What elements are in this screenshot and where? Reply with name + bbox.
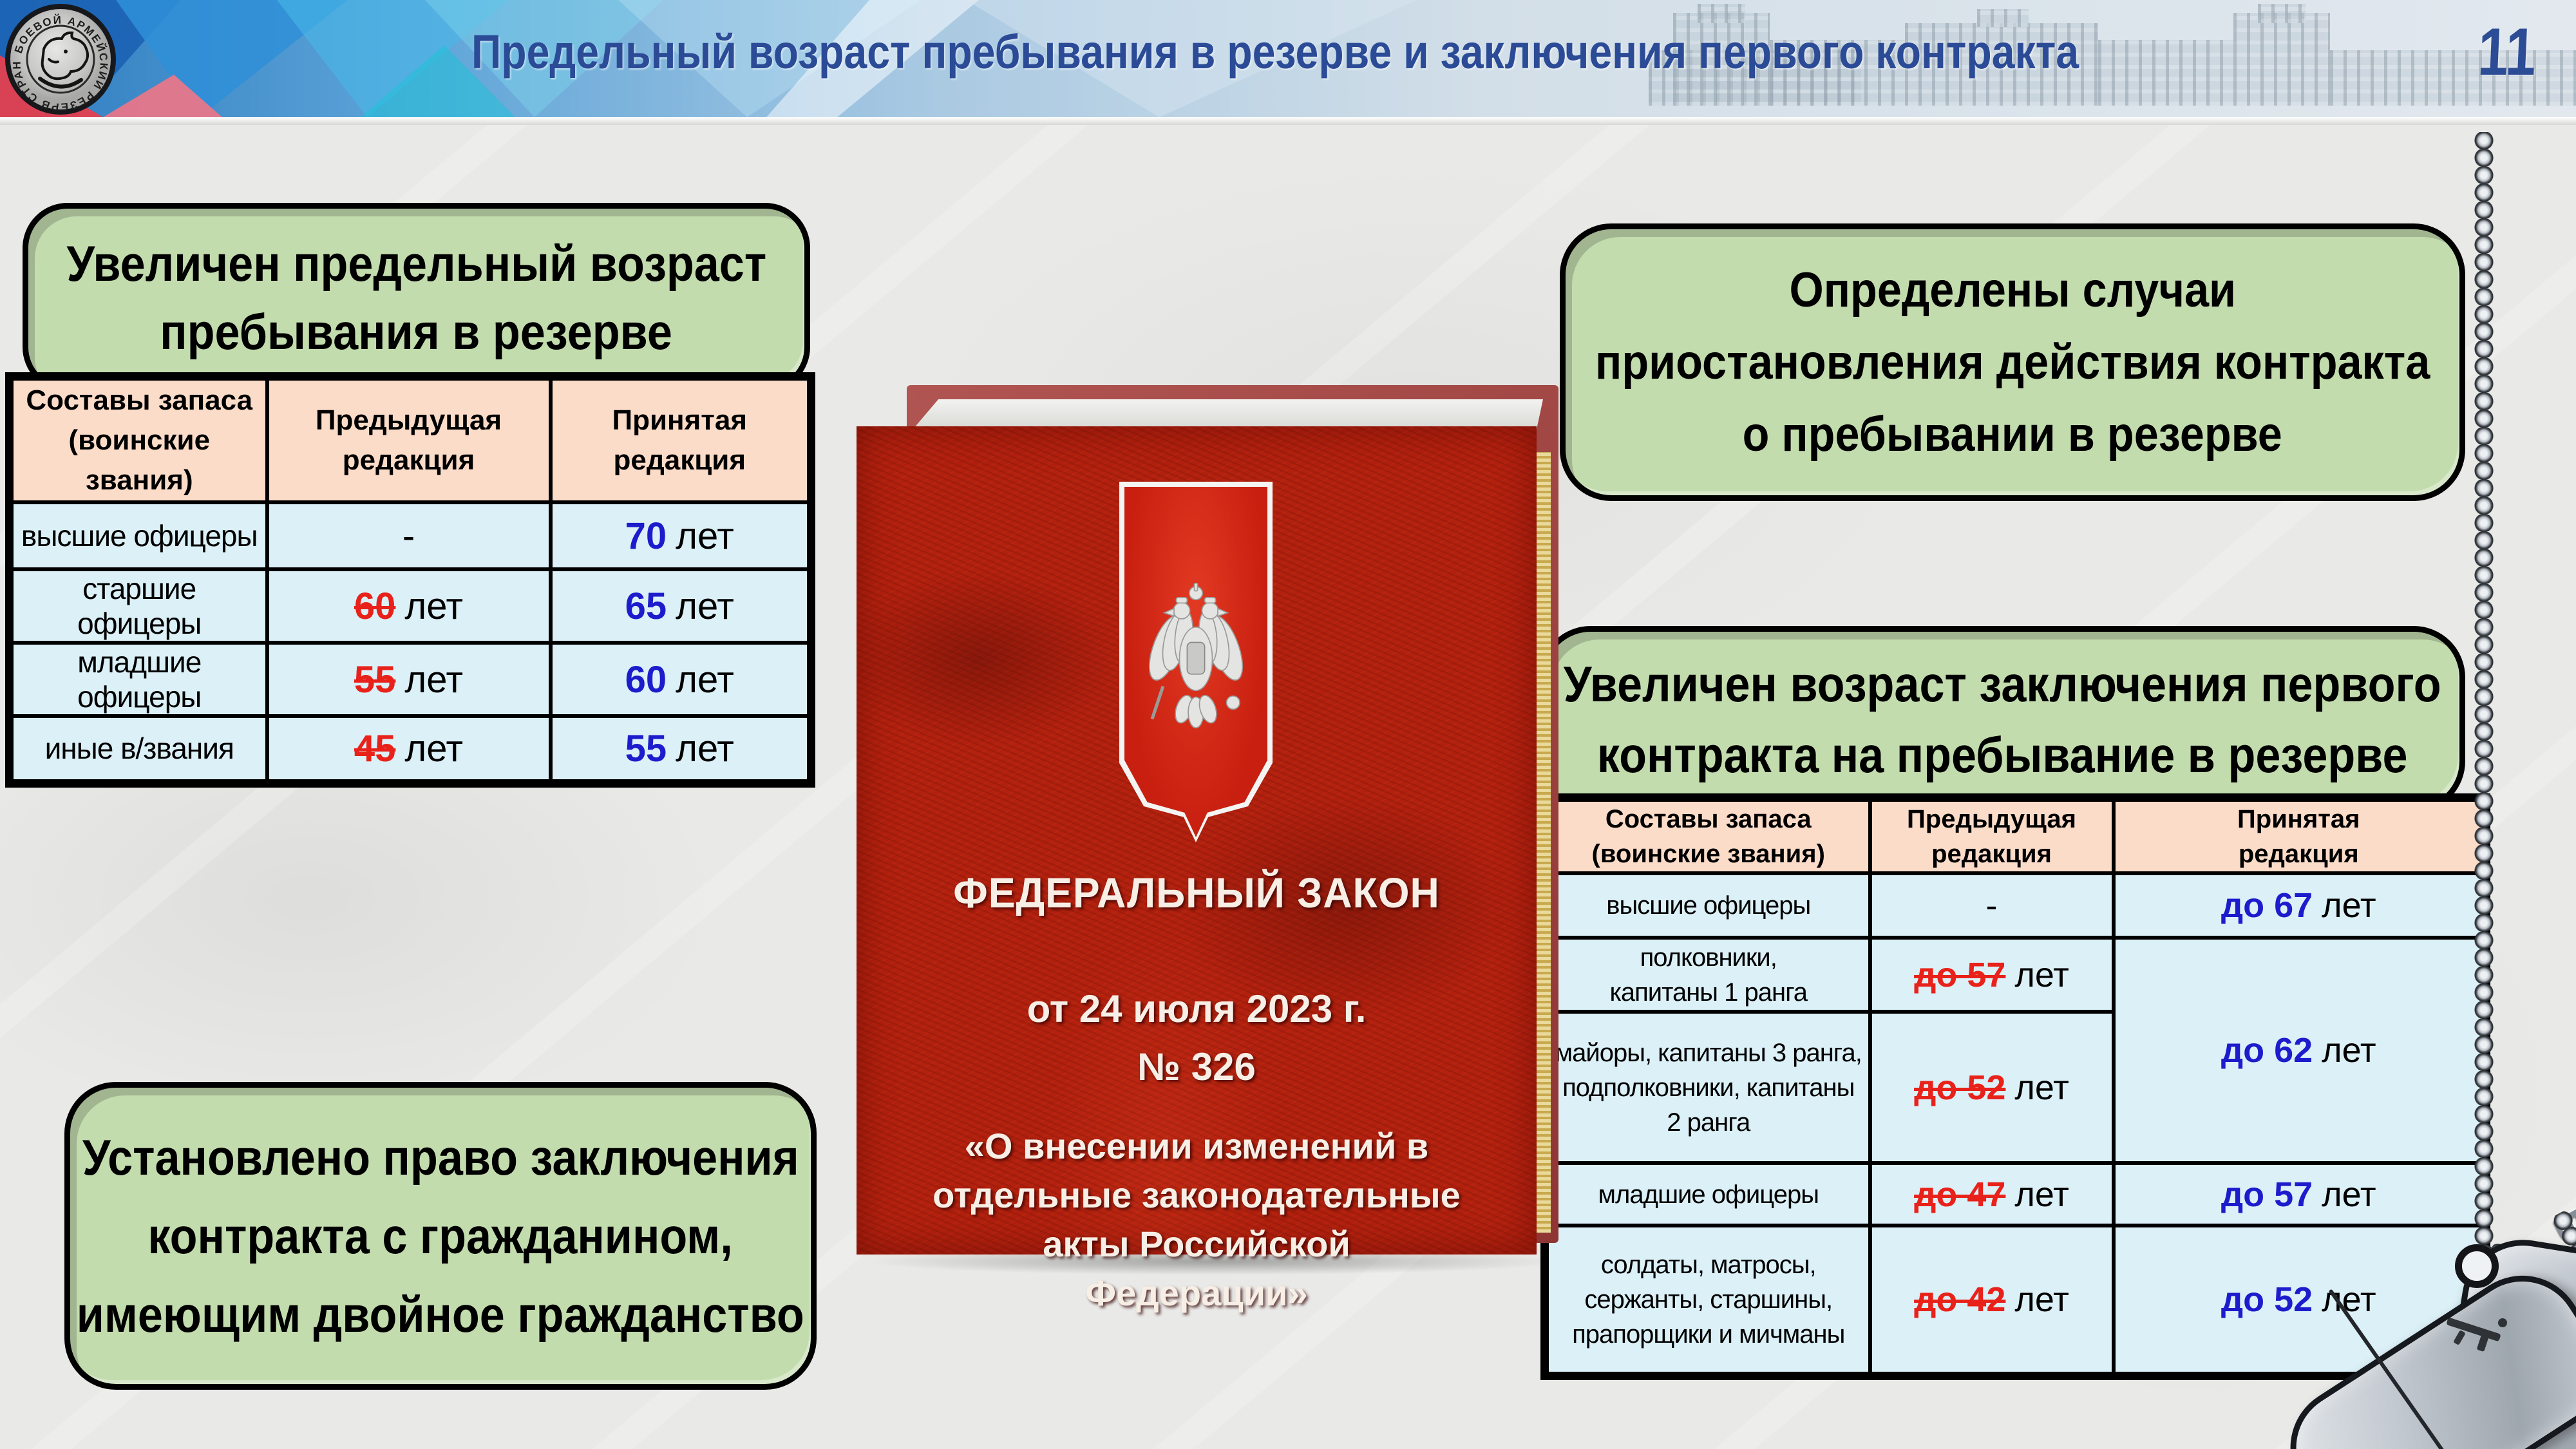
old-value-cell: 55 лет	[265, 641, 553, 718]
slide-title: Предельный возраст пребывания в резерве …	[471, 25, 2079, 79]
coat-of-arms-field	[1124, 487, 1267, 837]
callout-line: имеющим двойное гражданство	[76, 1286, 805, 1343]
header-band: Предельный возраст пребывания в резерве …	[0, 0, 2576, 117]
column-header: Составы запаса (воинские звания)	[1542, 795, 1872, 875]
table-header-row: Составы запаса (воинские звания) Предыду…	[7, 374, 813, 504]
callout-line: о пребывании в резерве	[1742, 406, 2283, 462]
old-value-cell: до 52 лет	[1868, 1010, 2116, 1165]
callout-line: пребывания в резерве	[160, 303, 673, 360]
callout-line: Определены случаи	[1789, 262, 2236, 317]
callout-line: приостановления действия контракта	[1595, 334, 2430, 390]
book-title: ФЕДЕРАЛЬНЫЙ ЗАКОН	[953, 869, 1440, 916]
book-date-line: от 24 июля 2023 г.	[1027, 987, 1367, 1030]
callout-first-contract-age-increase: Увеличен возраст заключения первого конт…	[1539, 626, 2465, 813]
old-value-cell: до 42 лет	[1868, 1224, 2116, 1378]
book-pages-edge-top	[913, 399, 1543, 429]
old-value-cell: до 57 лет	[1868, 936, 2116, 1014]
first-contract-age-table: Составы запаса (воинские звания) Предыду…	[1540, 793, 2490, 1380]
rank-cell: майоры, капитаны 3 ранга, подполковники,…	[1542, 1010, 1872, 1165]
column-header: Предыдущая редакция	[1868, 795, 2116, 875]
rank-cell: солдаты, матросы, сержанты, старшины, пр…	[1542, 1224, 1872, 1378]
double-headed-eagle-icon	[1148, 582, 1244, 728]
callout-reserve-age-increase: Увеличен предельный возраст пребывания в…	[23, 203, 810, 392]
new-value-cell: 70 лет	[548, 500, 813, 571]
new-value-cell: до 52 лет	[2111, 1224, 2488, 1378]
table-row: полковники, капитаны 1 ранга до 57 лет до…	[1542, 936, 2488, 1165]
rank-cell: полковники, капитаны 1 ранга	[1542, 936, 1872, 1014]
table-row: высшие офицеры - до 67 лет	[1542, 871, 2488, 940]
rank-cell: высшие офицеры	[1542, 871, 1872, 940]
column-header: Принятая редакция	[2111, 795, 2488, 875]
chain-ring-hole	[2455, 1244, 2499, 1288]
book-pages-edge-right	[1537, 452, 1551, 1233]
new-value-cell: до 57 лет	[2111, 1161, 2488, 1227]
book-number-line: № 326	[1137, 1045, 1256, 1088]
reserve-age-table: Составы запаса (воинские звания) Предыду…	[5, 372, 815, 788]
rank-cell: старшие офицеры	[7, 567, 269, 645]
callout-line: Установлено право заключения	[82, 1129, 799, 1186]
callout-dual-citizenship-right: Установлено право заключения контракта с…	[64, 1082, 817, 1390]
rank-cell: высшие офицеры	[7, 500, 269, 571]
ball-chain	[2474, 132, 2494, 1262]
leopard-head-icon	[38, 31, 90, 89]
rank-cell: младшие офицеры	[1542, 1161, 1872, 1227]
new-value-cell: 65 лет	[548, 567, 813, 645]
book-subtitle: «О внесении изменений в отдельные законо…	[933, 1126, 1461, 1313]
ministry-building-illustration	[1636, 0, 2576, 117]
callout-contract-suspension-cases: Определены случаи приостановления действ…	[1560, 223, 2465, 501]
old-value-cell: -	[1868, 871, 2116, 940]
table-row: иные в/звания 45 лет 55 лет	[7, 714, 813, 785]
old-value-cell: 45 лет	[265, 714, 553, 785]
table-row: младшие офицеры до 47 лет до 57 лет	[1542, 1161, 2488, 1227]
old-value-cell: 60 лет	[265, 567, 553, 645]
column-header: Составы запаса (воинские звания)	[7, 374, 269, 504]
page-number: 11	[2476, 15, 2538, 90]
callout-line: Увеличен предельный возраст	[66, 235, 766, 292]
coat-of-arms-shield	[1119, 482, 1273, 842]
table-row: младшие офицеры 55 лет 60 лет	[7, 641, 813, 718]
rifle-silhouette-icon	[2447, 1318, 2507, 1352]
table-row: старшие офицеры 60 лет 65 лет	[7, 567, 813, 645]
old-value-cell: -	[265, 500, 553, 571]
new-value-cell-merged: до 62 лет	[2111, 936, 2488, 1165]
column-header: Принятая редакция	[548, 374, 813, 504]
old-value-cell: до 47 лет	[1868, 1161, 2116, 1227]
new-value-cell: 60 лет	[548, 641, 813, 718]
table-row: высшие офицеры - 70 лет	[7, 500, 813, 571]
bars-emblem: БОЕВОЙ АРМЕЙСКИЙ РЕЗЕРВ СТРАНЫ	[4, 3, 116, 115]
table-row: солдаты, матросы, сержанты, старшины, пр…	[1542, 1224, 2488, 1378]
callout-line: контракта на пребывание в резерве	[1596, 726, 2408, 783]
table-row: майоры, капитаны 3 ранга, подполковники,…	[1542, 1010, 2486, 1165]
table-header-row: Составы запаса (воинские звания) Предыду…	[1542, 795, 2488, 875]
rank-cell: младшие офицеры	[7, 641, 269, 718]
header-divider	[0, 117, 2576, 125]
column-header: Предыдущая редакция	[265, 374, 553, 504]
new-value-cell: 55 лет	[548, 714, 813, 785]
callout-line: контракта с гражданином,	[147, 1208, 734, 1264]
new-value-cell: до 67 лет	[2111, 871, 2488, 940]
rank-cell: иные в/звания	[7, 714, 269, 785]
callout-line: Увеличен возраст заключения первого	[1563, 656, 2441, 712]
